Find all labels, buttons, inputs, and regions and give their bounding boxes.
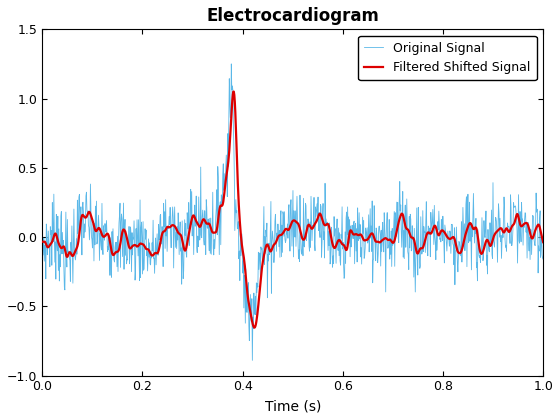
Line: Original Signal: Original Signal <box>43 64 543 360</box>
Line: Filtered Shifted Signal: Filtered Shifted Signal <box>43 92 543 328</box>
Original Signal <box>431 242 437 247</box>
Original Signal <box>260 204 267 209</box>
Filtered Shifted Signal <box>90 221 97 226</box>
Filtered Shifted Signal <box>384 237 390 242</box>
Original Signal <box>440 214 446 219</box>
Original Signal <box>90 222 97 227</box>
Filtered Shifted Signal <box>251 325 258 330</box>
Original Signal <box>384 210 390 215</box>
Original Signal <box>39 210 46 215</box>
Original Signal <box>228 61 235 66</box>
Filtered Shifted Signal <box>440 228 446 233</box>
Filtered Shifted Signal <box>260 253 267 258</box>
Legend: Original Signal, Filtered Shifted Signal: Original Signal, Filtered Shifted Signal <box>358 36 537 80</box>
Original Signal <box>242 320 249 326</box>
Original Signal <box>540 257 547 262</box>
Filtered Shifted Signal <box>39 239 46 244</box>
Filtered Shifted Signal <box>242 268 249 273</box>
Title: Electrocardiogram: Electrocardiogram <box>206 7 379 25</box>
X-axis label: Time (s): Time (s) <box>264 399 321 413</box>
Filtered Shifted Signal <box>540 240 547 245</box>
Filtered Shifted Signal <box>431 224 437 229</box>
Original Signal <box>249 358 256 363</box>
Filtered Shifted Signal <box>231 89 237 94</box>
